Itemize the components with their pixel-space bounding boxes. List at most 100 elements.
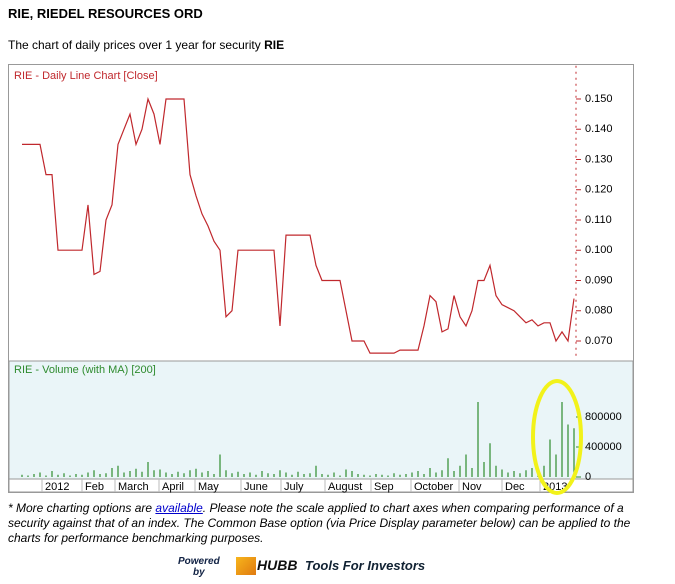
volume-bar: [111, 468, 113, 477]
volume-bar: [207, 471, 209, 477]
volume-bar: [195, 468, 197, 477]
x-tick-label: June: [244, 481, 268, 493]
volume-bar: [135, 468, 137, 477]
volume-bar: [267, 473, 269, 477]
volume-bar: [303, 474, 305, 477]
volume-bar: [57, 474, 59, 477]
volume-bar: [81, 474, 83, 477]
volume-bar: [531, 468, 533, 477]
volume-panel: [8, 360, 634, 480]
y-tick-label: 0.120: [585, 184, 613, 196]
volume-bar: [117, 465, 119, 477]
volume-panel-title: RIE - Volume (with MA) [200]: [14, 364, 156, 376]
volume-bar: [465, 454, 467, 477]
volume-bar: [441, 470, 443, 477]
volume-bar: [507, 472, 509, 477]
y-tick-label: 0.100: [585, 244, 613, 256]
volume-bar: [255, 474, 257, 477]
volume-bar: [237, 471, 239, 477]
y-tick-label: 0: [585, 471, 591, 483]
volume-bar: [171, 474, 173, 477]
date-axis: [8, 478, 634, 493]
x-tick-label: May: [198, 481, 219, 493]
volume-bar: [87, 472, 89, 477]
volume-bar: [129, 471, 131, 477]
volume-bar: [279, 470, 281, 477]
volume-bar: [273, 474, 275, 477]
volume-bar: [513, 471, 515, 477]
volume-bar: [339, 475, 341, 477]
volume-bar: [153, 470, 155, 477]
volume-bar: [567, 424, 569, 477]
volume-bar: [387, 475, 389, 477]
volume-bar: [147, 462, 149, 477]
price-line: [22, 96, 575, 354]
volume-bar: [21, 474, 23, 477]
y-tick-label: 0.140: [585, 123, 613, 135]
volume-bar: [249, 472, 251, 477]
volume-bar: [423, 474, 425, 477]
tagline: Tools For Investors: [305, 558, 426, 573]
volume-bar: [369, 475, 371, 477]
y-tick-label: 0.150: [585, 93, 613, 105]
volume-bar: [63, 473, 65, 477]
volume-bar: [285, 472, 287, 477]
volume-bar: [297, 471, 299, 477]
volume-bar: [333, 472, 335, 477]
volume-bar: [165, 472, 167, 477]
volume-bar: [321, 474, 323, 477]
volume-bar: [429, 468, 431, 477]
price-panel-title: RIE - Daily Line Chart [Close]: [14, 70, 158, 82]
volume-bar: [219, 454, 221, 477]
x-tick-label: Sep: [374, 481, 394, 493]
y-tick-label: 0.130: [585, 153, 613, 165]
volume-bar: [489, 443, 491, 477]
volume-bar: [447, 458, 449, 477]
subtitle-text: The chart of daily prices over 1 year fo…: [8, 38, 261, 52]
volume-bar: [399, 474, 401, 477]
volume-bar: [27, 475, 29, 477]
note-text: . Please note the scale applied to chart…: [8, 501, 631, 545]
x-tick-label: October: [414, 481, 453, 493]
y-tick-label: 800000: [585, 411, 622, 423]
volume-bar: [189, 470, 191, 477]
volume-bar: [39, 472, 41, 477]
volume-bar: [159, 469, 161, 477]
volume-bar: [435, 472, 437, 477]
volume-bar: [69, 475, 71, 477]
volume-bar: [477, 402, 479, 477]
volume-bar: [291, 474, 293, 477]
volume-bar: [549, 439, 551, 477]
volume-bar: [459, 465, 461, 477]
volume-bar: [75, 474, 77, 477]
volume-bar: [183, 473, 185, 477]
volume-bar: [99, 474, 101, 477]
volume-bar: [201, 472, 203, 477]
chart: RIE - Daily Line Chart [Close] RIE - Vol…: [8, 64, 634, 495]
subtitle: The chart of daily prices over 1 year fo…: [8, 38, 284, 52]
volume-bar: [309, 473, 311, 477]
logo-icon: [236, 557, 256, 575]
x-tick-label: August: [328, 481, 362, 493]
highlight: [531, 379, 583, 495]
y-tick-label: 0.110: [585, 214, 612, 226]
volume-bar: [417, 471, 419, 477]
volume-bar: [381, 474, 383, 477]
x-tick-label: March: [118, 481, 149, 493]
subtitle-code: RIE: [264, 38, 285, 52]
volume-bar: [177, 471, 179, 477]
volume-bar: [393, 473, 395, 477]
volume-bar: [345, 469, 347, 477]
volume-bar: [261, 471, 263, 477]
available-link[interactable]: available: [155, 501, 203, 515]
footnote: * More charting options are available. P…: [8, 501, 638, 546]
volume-bar: [453, 471, 455, 477]
volume-bar: [51, 471, 53, 477]
volume-bar: [351, 471, 353, 477]
volume-bar: [45, 475, 47, 477]
y-tick-label: 0.090: [585, 274, 613, 286]
x-tick-label: Nov: [462, 481, 482, 493]
brand: HUBB: [257, 557, 298, 573]
volume-bar: [315, 465, 317, 477]
